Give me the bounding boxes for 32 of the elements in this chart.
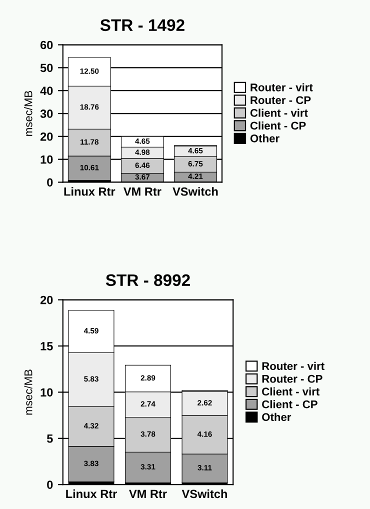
y-tick-label: 0 bbox=[47, 480, 53, 489]
legend-label: Client - CP bbox=[262, 400, 318, 408]
y-tick-label: 20 bbox=[40, 296, 53, 304]
y-tick-label: 30 bbox=[40, 110, 53, 118]
legend-label: Router - CP bbox=[262, 374, 322, 383]
y-tick-label: 10 bbox=[40, 388, 53, 397]
legend-label: Router - virt bbox=[262, 362, 324, 370]
legend-label: Other bbox=[250, 134, 280, 142]
legend-label: Client - virt bbox=[262, 387, 320, 396]
legend-label: Router - CP bbox=[250, 96, 311, 104]
legend-label: Client - CP bbox=[250, 121, 306, 130]
x-tick-label: VSwitch bbox=[172, 187, 218, 196]
y-tick-label: 50 bbox=[40, 64, 53, 72]
x-tick-label: VSwitch bbox=[182, 489, 227, 498]
y-tick-label: 20 bbox=[40, 132, 53, 141]
y-tick-label: 40 bbox=[40, 86, 53, 95]
x-tick-label: VM Rtr bbox=[124, 188, 162, 196]
x-tick-label: VM Rtr bbox=[129, 490, 167, 498]
y-tick-label: 10 bbox=[40, 155, 53, 164]
x-tick-label: Linux Rtr bbox=[66, 489, 117, 498]
chart-title: STR - 1492 bbox=[100, 19, 184, 32]
x-tick-label: Linux Rtr bbox=[64, 187, 116, 196]
y-axis-title: msec/MB bbox=[24, 370, 32, 415]
y-tick-label: 15 bbox=[40, 342, 53, 350]
legend-label: Client - virt bbox=[250, 108, 308, 117]
chart-title: STR - 8992 bbox=[106, 274, 190, 286]
legend-label: Other bbox=[262, 412, 292, 422]
y-tick-label: 0 bbox=[47, 178, 53, 187]
y-tick-label: 60 bbox=[40, 40, 53, 50]
y-tick-label: 5 bbox=[46, 434, 53, 443]
y-axis-title: msec/MB bbox=[24, 90, 32, 136]
legend-label: Router - virt bbox=[250, 83, 313, 92]
